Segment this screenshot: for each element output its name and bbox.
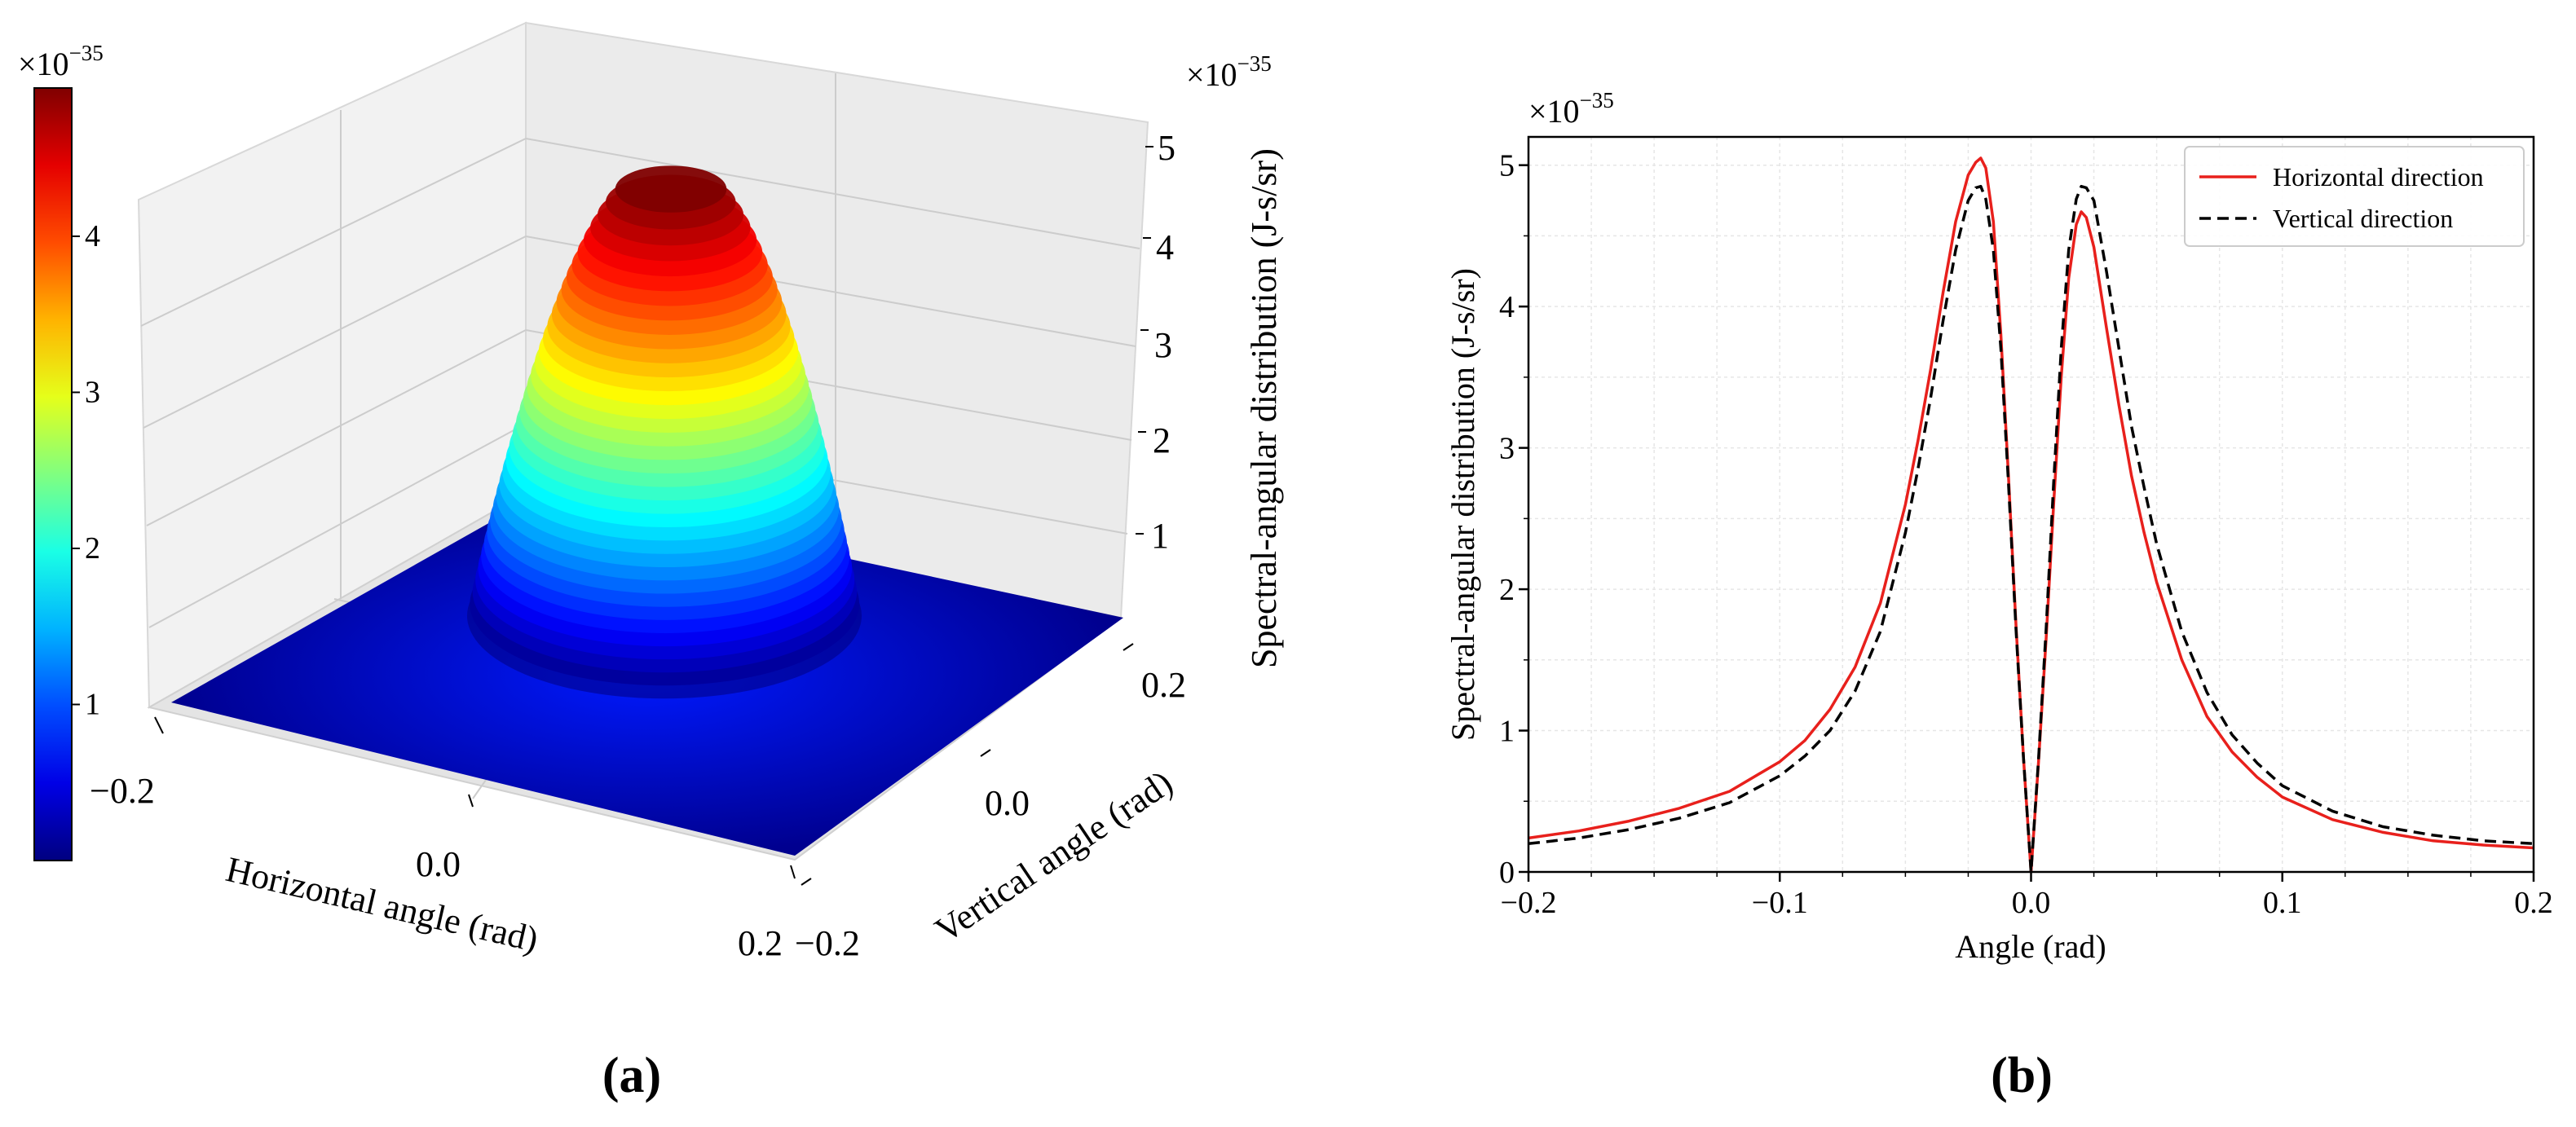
y-axis-label: Vertical angle (rad) [928,763,1180,951]
x-tick: −0.1 [1752,886,1808,920]
x-tick: 0.0 [416,844,461,884]
surface-band [615,165,727,213]
y-tick: 4 [1499,290,1515,324]
x-tick: 0.2 [738,923,783,963]
z-multiplier: ×10−35 [1186,51,1272,93]
y-tick: 0 [1499,856,1515,890]
y-tick-labels: 0 1 2 3 4 5 [1499,149,1515,890]
colorbar [33,87,73,861]
tick-marks [1519,164,2535,882]
y-tick: 1 [1499,715,1515,749]
x-tick: −0.2 [90,771,155,811]
y-tick: −0.2 [795,923,860,963]
colorbar-tick: 3 [85,375,100,409]
x-tick: 0.2 [2514,886,2553,920]
y-tick: 0.0 [985,783,1030,823]
z-axis-label: Spectral-angular distribution (J-s/sr) [1244,148,1284,668]
y-tick: 2 [1499,573,1515,607]
colorbar-tick: 4 [85,219,100,253]
x-tick: 0.1 [2263,886,2302,920]
y-multiplier: ×10−35 [1528,88,1614,130]
z-tick: 3 [1154,325,1172,365]
z-tick: 1 [1151,516,1169,556]
y-tick: 5 [1499,149,1515,183]
legend: Horizontal direction Vertical direction [2184,146,2525,247]
z-tick: 2 [1153,420,1171,460]
y-tick: 0.2 [1141,665,1186,705]
legend-label-vertical: Vertical direction [2273,204,2453,233]
legend-box [2184,146,2525,247]
x-tick-labels: −0.2 −0.1 0.0 0.1 0.2 [1501,886,2553,920]
z-tick: 5 [1158,128,1176,168]
series-vertical-direction [1528,184,2534,874]
colorbar-ticks: 1 2 3 4 [72,219,100,721]
legend-label-horizontal: Horizontal direction [2273,162,2484,192]
colorbar-multiplier: ×10−35 [18,41,104,82]
panel-a-label: (a) [602,1048,661,1103]
gridlines [1528,137,2534,873]
colorbar-tick: 1 [85,687,100,721]
colorbar-tick: 2 [85,531,100,566]
x-tick: −0.2 [1501,886,1557,920]
surface-chart: 5 4 3 2 1 ×10−35 −0.2 0.0 0.2 −0.2 0.0 0… [18,21,1284,1103]
x-axis-label: Horizontal angle (rad) [223,849,542,960]
y-tick: 3 [1499,432,1515,466]
panel-b-label: (b) [1991,1048,2053,1103]
line-chart: −0.2 −0.1 0.0 0.1 0.2 0 1 2 3 4 5 ×10−35… [1445,88,2553,1103]
y-axis-label: Spectral-angular distribution (J-s/sr) [1445,268,1481,741]
x-axis-label: Angle (rad) [1955,928,2106,965]
x-tick: 0.0 [2012,886,2051,920]
z-tick: 4 [1156,227,1174,267]
surface-peak [467,165,862,699]
